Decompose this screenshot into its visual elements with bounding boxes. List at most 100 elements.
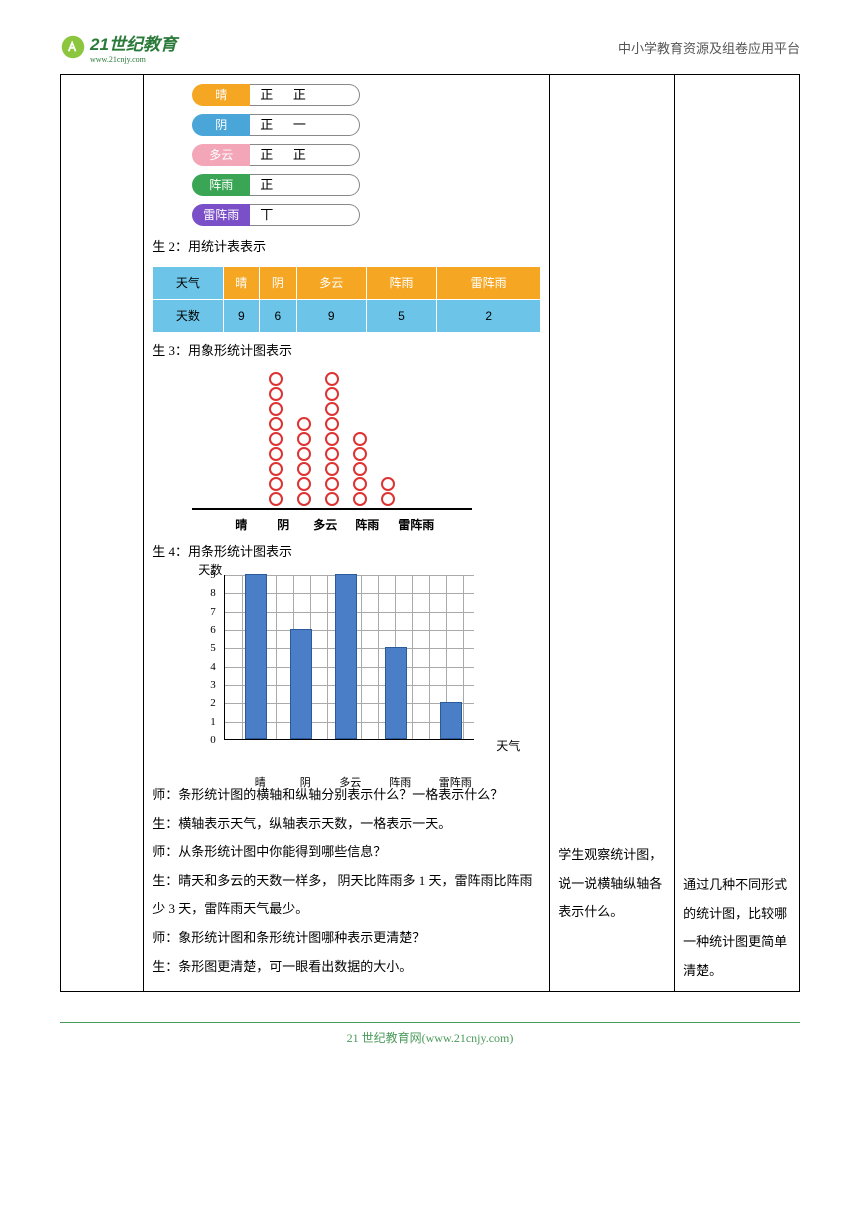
x-axis-label: 天气	[496, 733, 520, 759]
col-activity: 学生观察统计图，说一说横轴纵轴各表示什么。	[550, 75, 675, 992]
footer-text: 21 世纪教育网(www.21cnjy.com)	[347, 1031, 514, 1045]
student2-text: 生 2：用统计表表示	[152, 233, 541, 262]
circle-icon	[297, 462, 311, 476]
circle-icon	[325, 402, 339, 416]
table-header-cell: 多云	[296, 266, 366, 299]
pictograph-label: 阵雨	[353, 512, 381, 538]
logo-icon	[60, 34, 86, 60]
circle-icon	[381, 477, 395, 491]
table-header-cell: 阴	[260, 266, 297, 299]
tally-label: 多云	[192, 144, 250, 166]
x-tick: 多云	[330, 771, 370, 795]
logo: 21世纪教育 www.21cnjy.com	[60, 30, 177, 64]
teacher-q2: 师：从条形统计图中你能得到哪些信息？	[152, 838, 541, 867]
intent-text: 通过几种不同形式的统计图，比较哪一种统计图更简单清楚。	[683, 871, 791, 985]
student-a2: 生：晴天和多云的天数一样多， 阴天比阵雨多 1 天，雷阵雨比阵雨少 3 天，雷阵…	[152, 867, 541, 924]
bar-chart-plot	[224, 575, 474, 740]
pictograph-label: 多云	[311, 512, 339, 538]
circle-icon	[269, 477, 283, 491]
pictograph-chart	[192, 372, 472, 510]
x-tick: 阵雨	[380, 771, 420, 795]
pictograph-column	[297, 417, 311, 506]
table-header-cell: 雷阵雨	[437, 266, 541, 299]
circle-icon	[297, 432, 311, 446]
y-tick: 9	[210, 563, 216, 587]
header-platform-text: 中小学教育资源及组卷应用平台	[618, 38, 800, 57]
page-header: 21世纪教育 www.21cnjy.com 中小学教育资源及组卷应用平台	[60, 30, 800, 64]
tally-marks: 正 正	[250, 144, 360, 166]
tally-row: 阴正 一	[192, 113, 541, 137]
pictograph-labels: 晴阴多云阵雨雷阵雨	[192, 512, 472, 538]
circle-icon	[325, 492, 339, 506]
circle-icon	[269, 417, 283, 431]
tally-row: 雷阵雨丅	[192, 203, 541, 227]
table-cell: 6	[260, 299, 297, 332]
circle-icon	[353, 462, 367, 476]
lesson-table: 晴正 正阴正 一多云正 正阵雨正雷阵雨丅 生 2：用统计表表示 天气晴阴多云阵雨…	[60, 74, 800, 992]
circle-icon	[269, 387, 283, 401]
x-tick: 雷阵雨	[435, 771, 475, 795]
pictograph-column	[325, 372, 339, 506]
table-header-cell: 阵雨	[366, 266, 436, 299]
pictograph-label: 雷阵雨	[395, 512, 437, 538]
circle-icon	[325, 447, 339, 461]
student3-text: 生 3：用象形统计图表示	[152, 337, 541, 366]
table-cell: 2	[437, 299, 541, 332]
circle-icon	[269, 402, 283, 416]
tally-label: 阴	[192, 114, 250, 136]
tally-label: 阵雨	[192, 174, 250, 196]
circle-icon	[325, 432, 339, 446]
circle-icon	[297, 417, 311, 431]
tally-label: 晴	[192, 84, 250, 106]
table-row-label: 天数	[153, 299, 223, 332]
circle-icon	[297, 477, 311, 491]
circle-icon	[353, 432, 367, 446]
col-content: 晴正 正阴正 一多云正 正阵雨正雷阵雨丅 生 2：用统计表表示 天气晴阴多云阵雨…	[144, 75, 550, 992]
tally-row: 晴正 正	[192, 83, 541, 107]
teacher-q3: 师：象形统计图和条形统计图哪种表示更清楚？	[152, 924, 541, 953]
bar	[385, 647, 407, 739]
pictograph-label: 阴	[269, 512, 297, 538]
bar	[440, 702, 462, 739]
pictograph-column	[269, 372, 283, 506]
logo-title: 21世纪教育	[90, 30, 177, 55]
circle-icon	[269, 372, 283, 386]
bar	[335, 574, 357, 739]
table-cell: 9	[296, 299, 366, 332]
circle-icon	[325, 372, 339, 386]
pictograph-label: 晴	[227, 512, 255, 538]
circle-icon	[325, 417, 339, 431]
table-header-cell: 晴	[223, 266, 260, 299]
table-cell: 5	[366, 299, 436, 332]
student-a1: 生：横轴表示天气，纵轴表示天数，一格表示一天。	[152, 810, 541, 839]
circle-icon	[325, 477, 339, 491]
tally-marks: 正 一	[250, 114, 360, 136]
tally-row: 多云正 正	[192, 143, 541, 167]
logo-url: www.21cnjy.com	[90, 55, 177, 64]
table-header-cell: 天气	[153, 266, 223, 299]
student-a3: 生：条形图更清楚，可一眼看出数据的大小。	[152, 953, 541, 982]
tally-row: 阵雨正	[192, 173, 541, 197]
circle-icon	[353, 447, 367, 461]
activity-text: 学生观察统计图，说一说横轴纵轴各表示什么。	[558, 841, 666, 927]
circle-icon	[325, 387, 339, 401]
col-stage	[61, 75, 144, 992]
weather-data-table: 天气晴阴多云阵雨雷阵雨 天数96952	[152, 266, 541, 334]
pictograph-column	[353, 432, 367, 506]
bar	[245, 574, 267, 739]
circle-icon	[269, 432, 283, 446]
tally-marks: 正	[250, 174, 360, 196]
x-tick: 晴	[240, 771, 280, 795]
tally-chart: 晴正 正阴正 一多云正 正阵雨正雷阵雨丅	[192, 83, 541, 227]
tally-label: 雷阵雨	[192, 204, 250, 226]
circle-icon	[269, 492, 283, 506]
circle-icon	[269, 447, 283, 461]
circle-icon	[297, 492, 311, 506]
page-footer: 21 世纪教育网(www.21cnjy.com)	[60, 1022, 800, 1046]
circle-icon	[297, 447, 311, 461]
circle-icon	[325, 462, 339, 476]
x-tick: 阴	[285, 771, 325, 795]
bar	[290, 629, 312, 739]
pictograph-column	[381, 477, 395, 506]
circle-icon	[269, 462, 283, 476]
